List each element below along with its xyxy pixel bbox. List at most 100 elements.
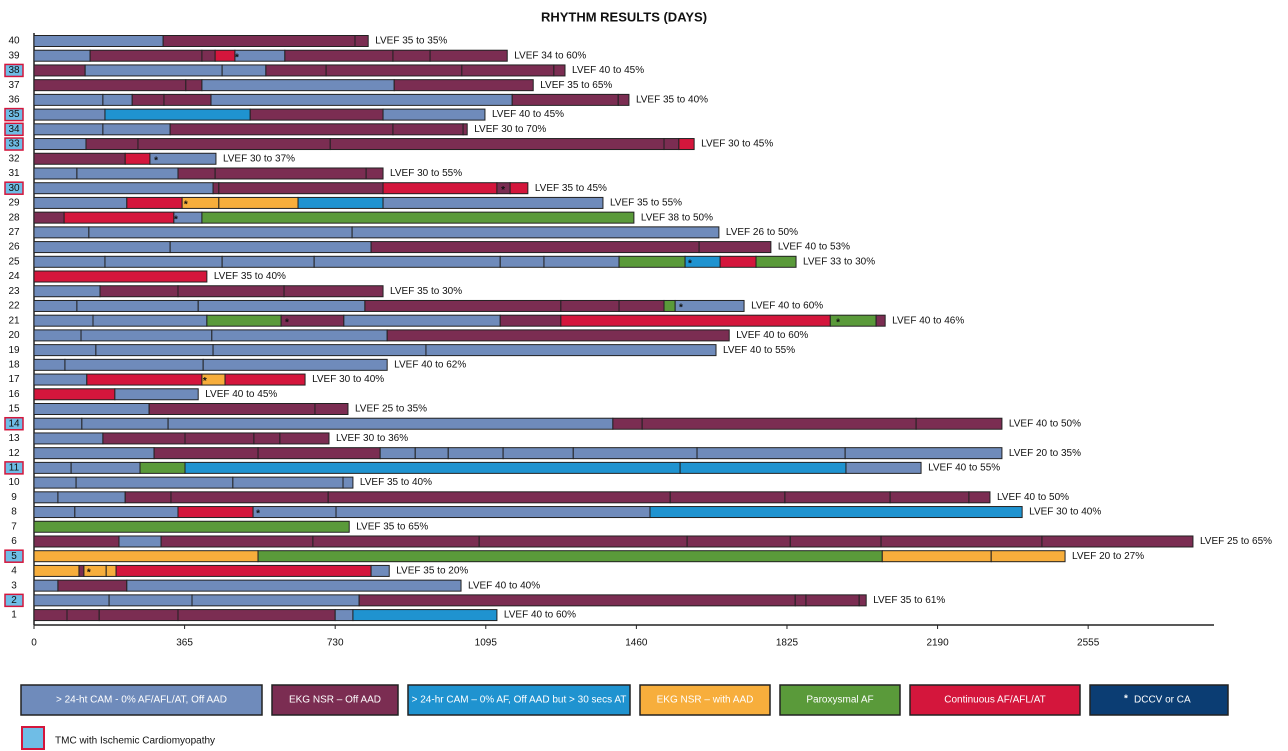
row-label: 8 [11, 507, 17, 518]
segment [33, 64, 86, 77]
lvef-label: LVEF 35 to 30% [390, 286, 462, 297]
segment [149, 152, 217, 165]
segment [560, 314, 831, 327]
segment [84, 64, 223, 77]
lvef-label: LVEF 30 to 40% [312, 374, 384, 385]
segment [393, 79, 534, 92]
dccv-star: * [256, 509, 260, 520]
legend-box [909, 684, 1081, 716]
row-label: 24 [8, 271, 20, 282]
segment [218, 196, 299, 209]
segment [257, 550, 883, 563]
segment [284, 49, 394, 62]
segment [63, 211, 175, 224]
lvef-label: LVEF 38 to 50% [641, 212, 713, 223]
segment [429, 49, 508, 62]
segment [249, 108, 384, 121]
segment [33, 609, 68, 622]
row-label: 36 [8, 95, 20, 106]
segment [88, 226, 353, 239]
segment [173, 211, 203, 224]
lvef-label: LVEF 35 to 35% [375, 36, 447, 47]
segment [224, 373, 306, 386]
segment [880, 535, 1043, 548]
segment [499, 314, 562, 327]
segment [102, 123, 171, 136]
segment [915, 417, 1003, 430]
segment [105, 564, 117, 577]
segment [85, 138, 139, 151]
segment [33, 108, 106, 121]
lvef-label: LVEF 40 to 60% [751, 301, 823, 312]
segment [462, 123, 468, 136]
segment [511, 93, 619, 106]
segment [572, 447, 698, 460]
lvef-label: LVEF 35 to 40% [214, 271, 286, 282]
lvef-label: LVEF 40 to 60% [504, 610, 576, 621]
legend-label: Continuous AF/AFL/AT [944, 695, 1046, 706]
segment [543, 255, 620, 268]
lvef-label: LVEF 35 to 65% [540, 80, 612, 91]
segment [669, 491, 786, 504]
segment [33, 241, 171, 254]
row-label: 16 [8, 389, 20, 400]
segment [114, 388, 199, 401]
row-label: 17 [8, 374, 20, 385]
segment [990, 550, 1066, 563]
segment [679, 461, 847, 474]
legend-label: Paroxysmal AF [806, 695, 873, 706]
legend-label: > 24-hr CAM – 0% AF, Off AAD but > 30 se… [412, 695, 627, 706]
segment [86, 373, 203, 386]
lvef-label: LVEF 35 to 65% [356, 521, 428, 532]
segment [370, 564, 390, 577]
lvef-label: LVEF 35 to 20% [396, 566, 468, 577]
ischemic-legend-label: TMC with Ischemic Cardiomyopathy [55, 736, 215, 747]
legend-box [407, 684, 631, 716]
segment [33, 270, 208, 283]
segment [206, 314, 282, 327]
segment [232, 476, 344, 489]
segment [33, 255, 106, 268]
lvef-label: LVEF 30 to 36% [336, 433, 408, 444]
segment [343, 314, 501, 327]
segment [212, 344, 427, 357]
dccv-star: * [184, 200, 188, 211]
segment [214, 49, 236, 62]
row-label: 10 [8, 477, 20, 488]
segment [57, 579, 128, 592]
lvef-label: LVEF 25 to 65% [1200, 536, 1272, 547]
x-tick-label: 730 [327, 638, 344, 649]
ischemic-marker [4, 461, 24, 475]
segment [218, 182, 384, 195]
legend-box [1089, 684, 1229, 716]
segment [33, 506, 76, 519]
segment [214, 167, 367, 180]
lvef-label: LVEF 40 to 55% [928, 463, 1000, 474]
ischemic-marker [4, 181, 24, 195]
row-label: 32 [8, 153, 20, 164]
dccv-star: * [836, 317, 840, 328]
row-label: 34 [8, 124, 20, 135]
segment [201, 79, 395, 92]
segment [794, 594, 807, 607]
row-label: 21 [8, 315, 20, 326]
x-tick-label: 365 [176, 638, 193, 649]
row-label: 1 [11, 610, 17, 621]
dccv-star: * [285, 317, 289, 328]
segment [33, 49, 91, 62]
segment [99, 285, 179, 298]
legend-label: EKG NSR – Off AAD [289, 695, 381, 706]
lvef-label: LVEF 40 to 55% [723, 345, 795, 356]
legend-box [779, 684, 901, 716]
row-label: 7 [11, 521, 17, 532]
segment [33, 138, 87, 151]
segment [789, 535, 882, 548]
lvef-label: LVEF 40 to 46% [892, 315, 964, 326]
segment [33, 123, 104, 136]
segment [386, 329, 730, 342]
dccv-star: * [174, 214, 178, 225]
segment [33, 476, 77, 489]
segment [70, 461, 141, 474]
segment [312, 535, 480, 548]
ischemic-marker [4, 137, 24, 151]
